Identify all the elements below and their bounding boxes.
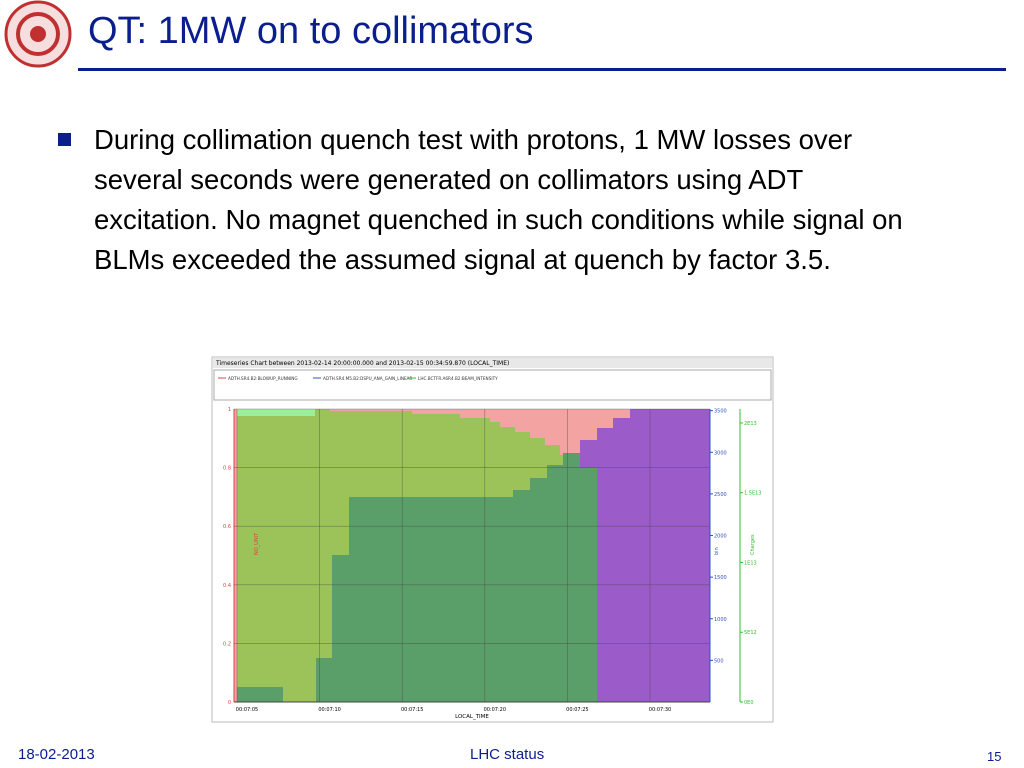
- footer-date: 18-02-2013: [18, 746, 95, 763]
- y3-tick-label: 1.5E13: [744, 491, 761, 497]
- y3-tick-label: 5E12: [744, 630, 757, 636]
- legend-label: ADTH.SR4.B2:BLOWUP_RUNNING: [228, 376, 298, 381]
- bullet-mark: [58, 133, 71, 146]
- y3-tick-label: 1E13: [744, 560, 757, 566]
- x-axis-label: LOCAL_TIME: [455, 714, 489, 720]
- legend-label: LHC.BCTFR.A6R4.B2:BEAM_INTENSITY: [418, 376, 498, 381]
- area-dark-green: [237, 687, 283, 702]
- y3-axis-label: Charges: [750, 534, 756, 555]
- title-rule: [78, 68, 1006, 71]
- y2-tick-label: 1500: [714, 575, 727, 581]
- figure-title: Timeseries Chart between 2013-02-14 20:0…: [215, 360, 509, 367]
- y-tick-label: 0.6: [223, 524, 231, 530]
- bullet-text: During collimation quench test with prot…: [94, 124, 903, 275]
- figure-title-bar: [213, 358, 772, 368]
- footer-page: 15: [987, 749, 1002, 764]
- y3-tick-label: 2E13: [744, 421, 757, 427]
- y-tick-label: 0.8: [223, 466, 231, 472]
- y-tick-label: 1: [228, 407, 231, 413]
- x-tick-label: 00:07:05: [236, 707, 258, 713]
- figure: Timeseries Chart between 2013-02-14 20:0…: [211, 356, 774, 723]
- y2-tick-label: 500: [714, 658, 724, 664]
- x-tick-label: 00:07:30: [649, 707, 671, 713]
- y2-tick-label: 3500: [714, 409, 727, 415]
- legend-label: ADTH.SR4.M5.B2:DSPU_ANA_GAIN_LINEAR: [323, 376, 412, 381]
- y2-tick-label: 2500: [714, 492, 727, 498]
- x-tick-label: 00:07:20: [484, 707, 506, 713]
- footer-center: LHC status: [470, 746, 545, 763]
- y-tick-label: 0: [228, 700, 231, 706]
- y2-tick-label: 1000: [714, 617, 727, 623]
- y2-axis-label: bin: [714, 547, 720, 555]
- y-tick-label: 0.2: [223, 641, 231, 647]
- x-tick-label: 00:07:25: [566, 707, 588, 713]
- logo: [4, 0, 72, 68]
- y-tick-label: 0.4: [223, 583, 231, 589]
- legend-box: [213, 369, 772, 401]
- y2-tick-label: 2000: [714, 534, 727, 540]
- x-tick-label: 00:07:10: [318, 707, 340, 713]
- area-bright-green: [237, 409, 315, 416]
- y-axis-label: NO_UNIT: [254, 532, 260, 555]
- y2-tick-label: 3000: [714, 450, 727, 456]
- y3-tick-label: 0E0: [744, 700, 754, 706]
- slide-title: QT: 1MW on to collimators: [88, 10, 534, 52]
- area-dark-green: [316, 453, 597, 702]
- x-tick-label: 00:07:15: [401, 707, 423, 713]
- area-purple: [580, 409, 710, 702]
